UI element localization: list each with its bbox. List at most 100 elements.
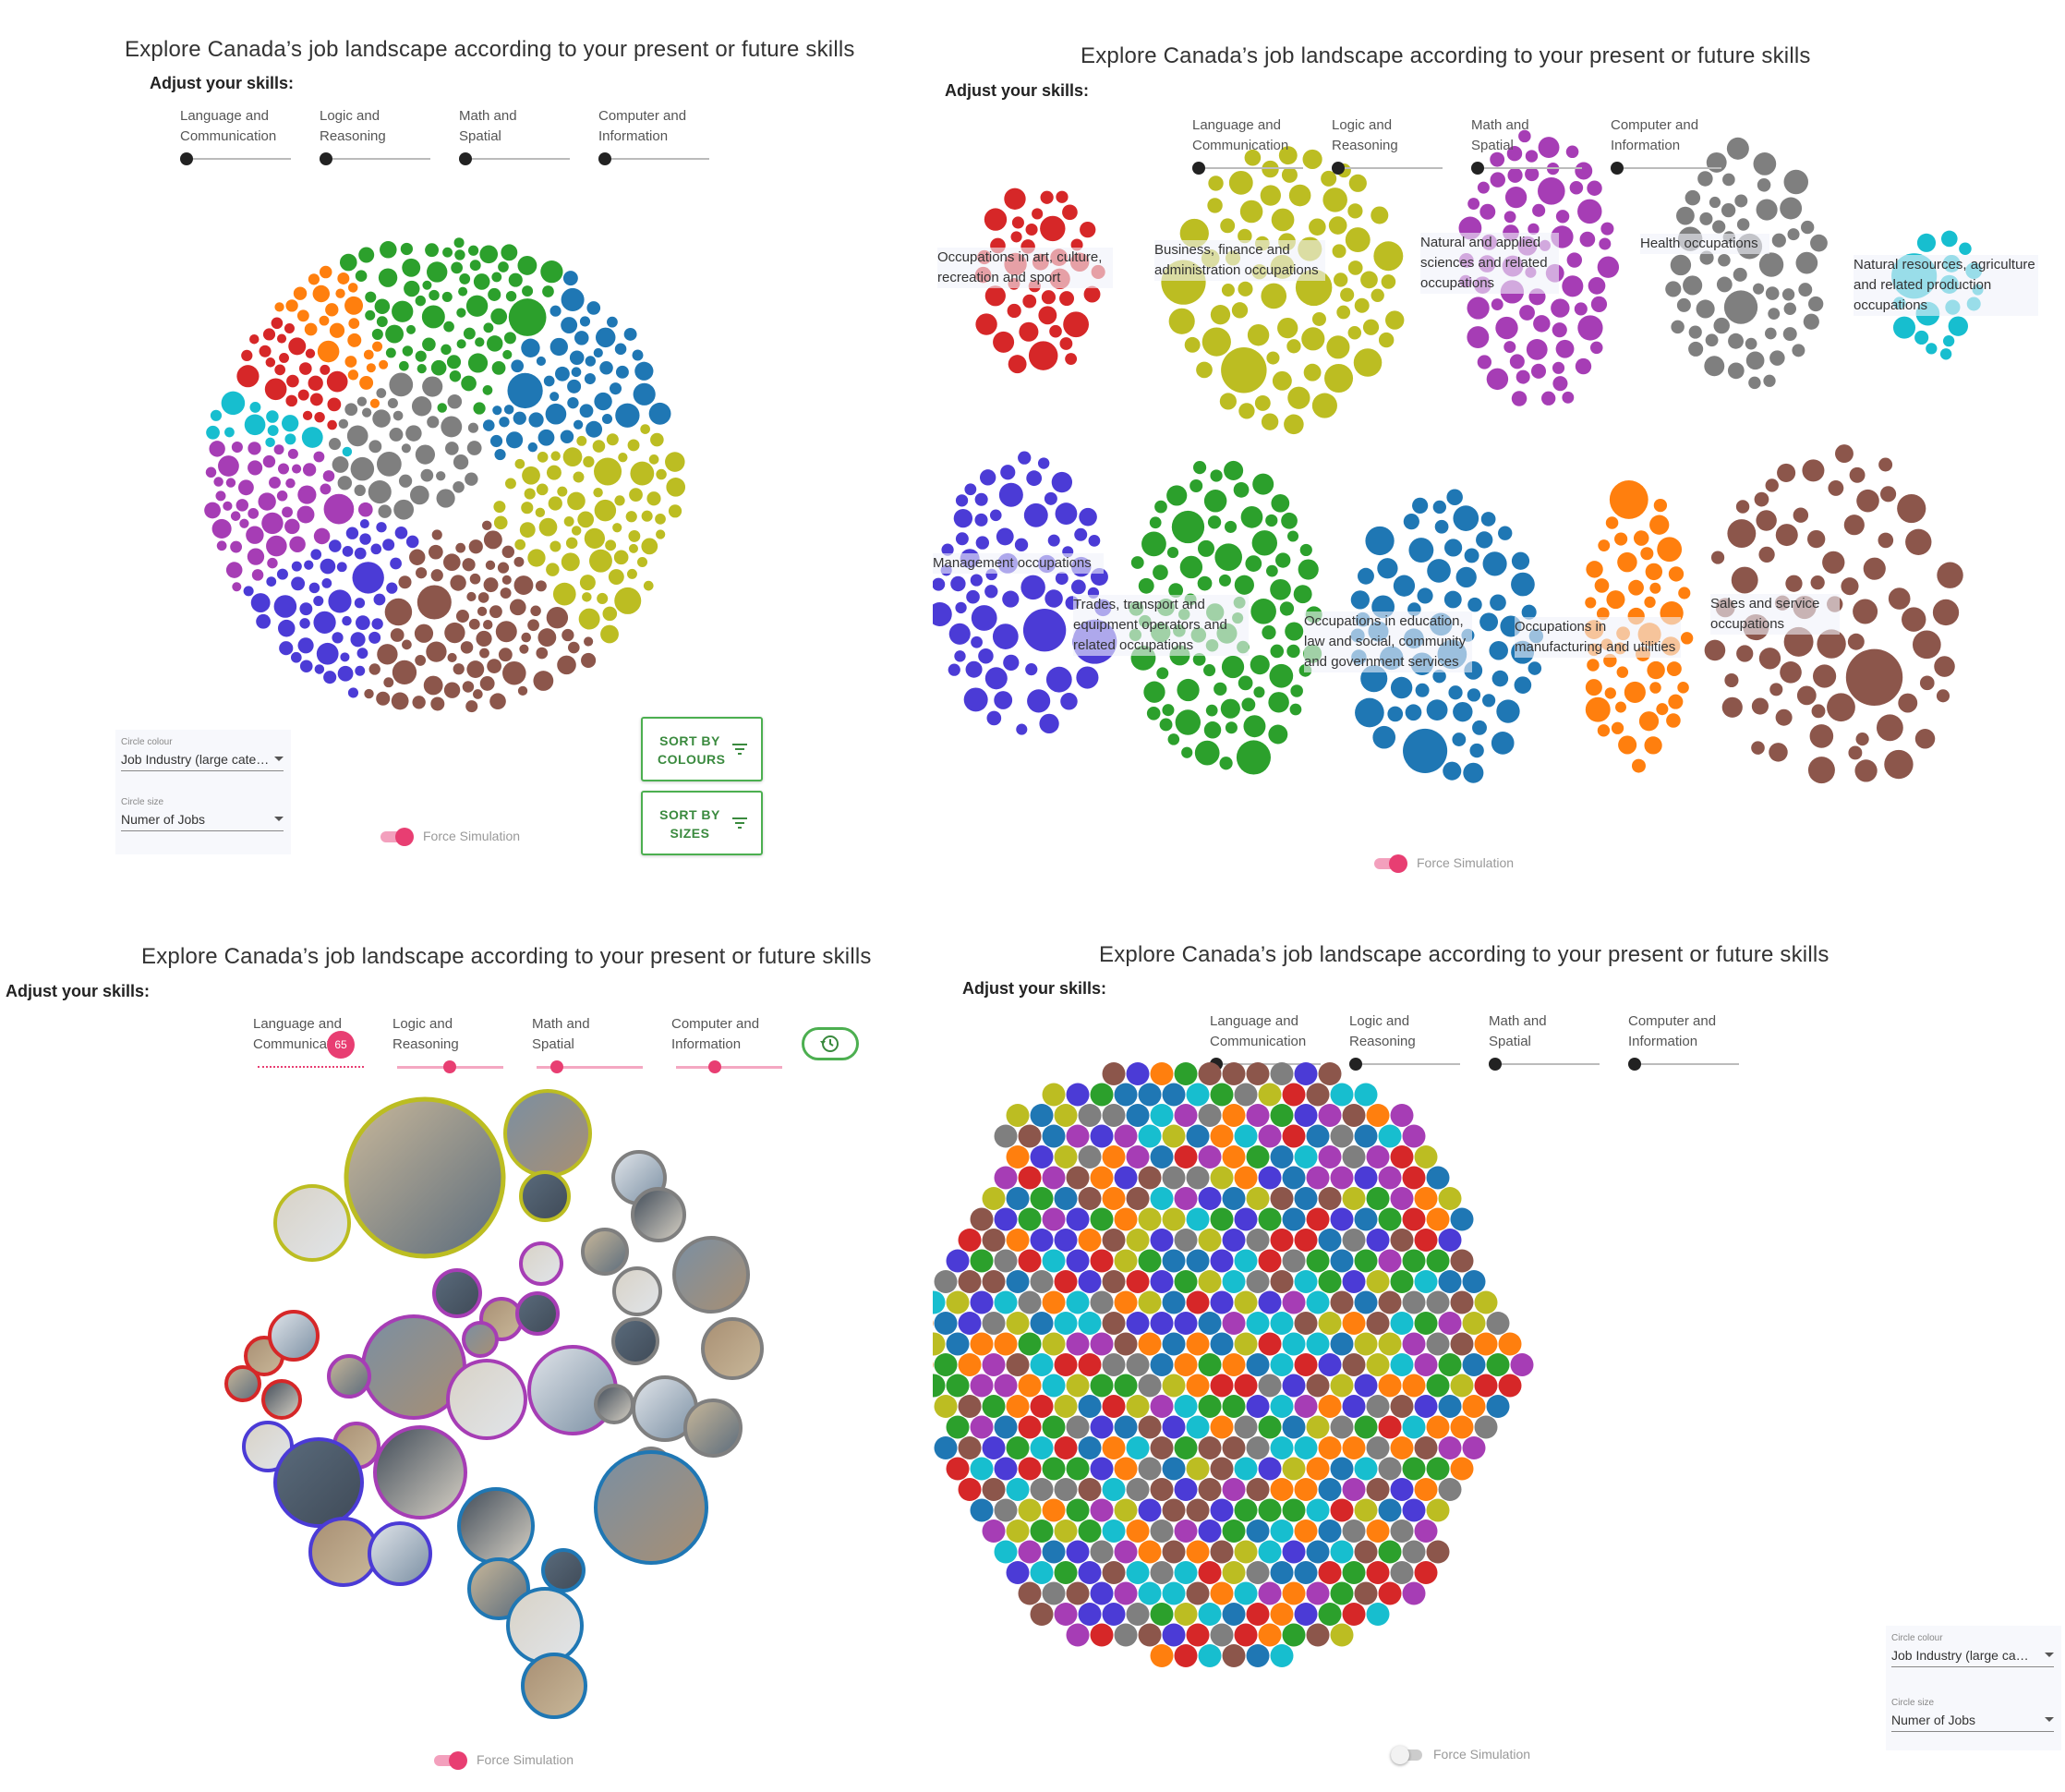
job-bubble[interactable] [1246,1644,1270,1667]
job-bubble[interactable] [546,563,560,576]
job-bubble[interactable] [284,322,295,333]
job-image-bubble[interactable] [273,1184,351,1262]
job-bubble[interactable] [369,398,380,408]
job-bubble[interactable] [1194,740,1220,766]
job-bubble[interactable] [623,327,637,341]
job-bubble[interactable] [1210,1332,1234,1356]
job-bubble[interactable] [970,1374,994,1398]
job-bubble[interactable] [533,671,554,691]
job-bubble[interactable] [1807,757,1835,784]
job-bubble[interactable] [1688,325,1702,339]
job-bubble[interactable] [373,593,386,606]
job-bubble[interactable] [1210,1540,1234,1564]
job-bubble[interactable] [615,365,629,379]
job-bubble[interactable] [1330,1457,1354,1481]
job-bubble[interactable] [1268,692,1289,713]
job-bubble[interactable] [984,285,1006,307]
job-bubble[interactable] [1306,1124,1330,1148]
job-bubble[interactable] [1412,497,1429,514]
job-bubble[interactable] [1354,1249,1378,1273]
job-bubble[interactable] [1090,1249,1114,1273]
job-bubble[interactable] [466,591,477,602]
job-bubble[interactable] [1402,1207,1426,1231]
job-bubble[interactable] [249,334,260,345]
job-bubble[interactable] [1453,701,1473,722]
job-bubble[interactable] [1455,566,1477,588]
job-bubble[interactable] [1301,327,1325,351]
job-bubble[interactable] [1246,1353,1270,1376]
job-bubble[interactable] [468,618,480,630]
job-bubble[interactable] [1775,524,1798,547]
job-bubble[interactable] [1203,664,1216,677]
job-bubble[interactable] [1234,1415,1258,1439]
job-bubble[interactable] [1234,1166,1258,1190]
job-bubble[interactable] [513,575,534,595]
job-bubble[interactable] [453,663,465,675]
job-bubble[interactable] [1811,704,1826,719]
job-bubble[interactable] [1486,1395,1510,1418]
job-bubble[interactable] [592,440,606,453]
job-bubble[interactable] [1166,485,1188,506]
job-bubble[interactable] [1668,566,1685,582]
job-bubble[interactable] [1006,1520,1030,1543]
job-bubble[interactable] [313,451,325,463]
job-bubble[interactable] [372,341,383,352]
job-bubble[interactable] [1318,1395,1342,1418]
job-bubble[interactable] [1090,1498,1114,1522]
job-bubble[interactable] [1270,644,1285,659]
job-bubble[interactable] [1174,1270,1198,1293]
job-bubble[interactable] [1282,1207,1306,1231]
job-bubble[interactable] [581,652,597,669]
job-bubble[interactable] [1192,461,1207,475]
job-bubble[interactable] [273,444,284,455]
job-bubble[interactable] [1486,1353,1510,1376]
job-bubble[interactable] [1186,1249,1210,1273]
job-bubble[interactable] [1011,216,1024,229]
job-bubble[interactable] [1234,1457,1258,1481]
job-bubble[interactable] [1793,507,1809,523]
job-bubble[interactable] [1810,234,1828,252]
job-bubble[interactable] [1088,534,1101,547]
job-bubble[interactable] [390,628,405,642]
job-bubble[interactable] [1078,1603,1102,1626]
job-bubble[interactable] [1555,210,1570,224]
job-bubble[interactable] [1402,1581,1426,1605]
job-bubble[interactable] [355,665,366,676]
job-bubble[interactable] [1102,1229,1126,1252]
job-bubble[interactable] [339,253,357,272]
job-bubble[interactable] [1902,607,1926,632]
job-bubble[interactable] [1366,1520,1390,1543]
job-bubble[interactable] [1414,1187,1438,1210]
job-bubble[interactable] [1282,1083,1306,1107]
job-bubble[interactable] [582,592,592,602]
job-bubble[interactable] [1080,222,1096,238]
job-bubble[interactable] [958,1312,982,1335]
job-bubble[interactable] [1042,1457,1066,1481]
job-bubble[interactable] [1884,749,1914,780]
job-bubble[interactable] [1450,1332,1474,1356]
job-bubble[interactable] [205,466,217,478]
job-bubble[interactable] [1250,655,1270,675]
job-bubble[interactable] [1366,1270,1390,1293]
job-bubble[interactable] [1362,319,1380,335]
job-bubble[interactable] [1056,190,1069,203]
job-bubble[interactable] [984,208,1008,231]
job-bubble[interactable] [1781,288,1795,301]
job-bubble[interactable] [1030,1520,1054,1543]
job-bubble[interactable] [1066,1457,1090,1481]
job-bubble[interactable] [285,394,298,407]
job-bubble[interactable] [1210,1581,1234,1605]
job-bubble[interactable] [1372,725,1396,749]
job-bubble[interactable] [1138,1083,1162,1107]
job-bubble[interactable] [1318,1436,1342,1459]
job-bubble[interactable] [648,402,671,425]
job-bubble[interactable] [1261,413,1279,430]
job-bubble[interactable] [628,529,641,542]
job-bubble[interactable] [430,359,447,376]
job-bubble[interactable] [1258,1332,1282,1356]
job-bubble[interactable] [1018,1540,1042,1564]
job-bubble[interactable] [934,1436,958,1459]
job-bubble[interactable] [1510,1353,1534,1376]
job-image-bubble[interactable] [503,1089,592,1178]
job-bubble[interactable] [975,313,997,335]
